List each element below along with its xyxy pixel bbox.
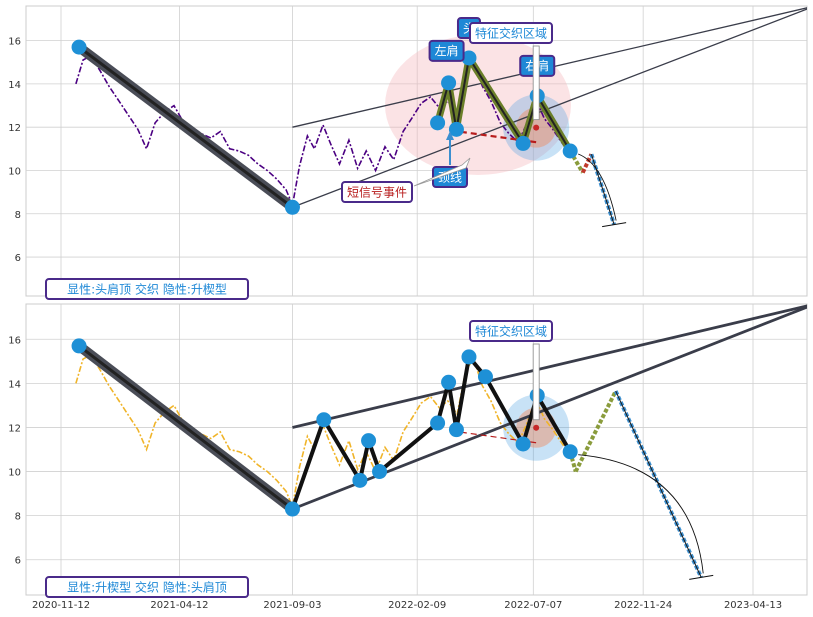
label-left-shoulder: 左肩 <box>428 39 465 62</box>
label-short-signal-box <box>341 181 413 203</box>
pattern-point <box>515 135 531 151</box>
label-left-shoulder-text: 左肩 <box>435 43 459 58</box>
pattern-point <box>361 433 377 449</box>
grid <box>26 304 807 595</box>
short-signal-pointer <box>413 157 471 187</box>
y-tick-label: 10 <box>8 468 21 479</box>
label-feature-zone: 特征交织区域 <box>469 22 553 44</box>
plot-content <box>71 304 807 580</box>
x-tick-label: 2022-07-07 <box>504 600 562 611</box>
pattern-point <box>352 472 368 488</box>
projection-leg-2 <box>573 390 618 473</box>
trend-line-2 <box>292 304 807 429</box>
y-tick-label: 8 <box>15 210 21 221</box>
projection-core <box>615 390 702 578</box>
pattern-point <box>461 50 477 66</box>
target-tick <box>689 574 714 580</box>
projection-core <box>590 154 615 225</box>
pattern-point <box>448 422 464 438</box>
pattern-point <box>316 412 332 428</box>
feature-zone-center <box>533 424 540 431</box>
x-tick-label: 2020-11-12 <box>32 600 90 611</box>
pattern-point <box>372 464 388 480</box>
plot-area <box>25 5 808 297</box>
label-feature-zone-box <box>469 320 553 342</box>
feature-pointer <box>532 343 540 421</box>
grid <box>26 6 807 296</box>
x-tick-label: 2021-04-12 <box>150 600 208 611</box>
pattern-point <box>441 374 457 390</box>
label-neckline-box <box>432 166 468 188</box>
plot-area <box>25 303 808 596</box>
pattern-point <box>515 436 531 452</box>
pattern-point <box>562 444 578 460</box>
y-tick-label: 16 <box>8 37 21 48</box>
x-tick-label: 2022-11-24 <box>614 600 672 611</box>
y-tick-label: 10 <box>8 166 21 177</box>
label-pattern-note: 显性:头肩顶 交织 隐性:升楔型 <box>45 278 249 300</box>
x-tick-label: 2023-04-13 <box>724 600 782 611</box>
y-tick-label: 12 <box>8 423 21 434</box>
pattern-point <box>430 415 446 431</box>
label-pattern-note: 显性:升楔型 交织 隐性:头肩顶 <box>45 576 249 598</box>
y-tick-label: 14 <box>8 80 21 91</box>
projection-leg-2 <box>580 153 594 174</box>
pattern-point <box>477 369 493 385</box>
pattern-point <box>71 39 87 55</box>
pattern-point <box>430 115 446 131</box>
pattern-point <box>284 501 300 517</box>
y-tick-label: 16 <box>8 335 21 346</box>
neckline-pointer-head <box>446 131 454 140</box>
pattern-point <box>461 349 477 365</box>
label-pattern-note-box <box>45 576 249 598</box>
label-short-signal-text: 短信号事件 <box>347 185 407 199</box>
top-panel: 6810121416头左肩右肩特征交织区域颈线短信号事件显性:头肩顶 交织 隐性… <box>8 5 808 300</box>
label-feature-zone-box <box>469 22 553 44</box>
x-axis: 2020-11-12 2021-04-12 2021-09-03 2022-02-09… <box>32 600 782 611</box>
y-tick-label: 6 <box>15 556 21 567</box>
y-tick-label: 14 <box>8 379 21 390</box>
label-short-signal: 短信号事件 <box>341 181 413 203</box>
pattern-point <box>448 121 464 137</box>
pattern-point <box>562 143 578 159</box>
label-pattern-note-text: 显性:头肩顶 交织 隐性:升楔型 <box>67 281 227 296</box>
x-tick-label: 2021-09-03 <box>263 600 321 611</box>
feature-pointer <box>532 45 540 121</box>
feature-zone-center <box>533 124 540 131</box>
price-line <box>75 54 571 208</box>
trend-line-1 <box>292 8 807 208</box>
label-pattern-note-box <box>45 278 249 300</box>
label-feature-zone-text: 特征交织区域 <box>475 323 547 338</box>
label-left-shoulder-box <box>428 39 465 62</box>
decline-leg <box>78 45 294 209</box>
decay-curve <box>578 454 704 574</box>
y-tick-label: 12 <box>8 123 21 134</box>
x-tick-label: 2022-02-09 <box>388 600 446 611</box>
label-feature-zone: 特征交织区域 <box>469 320 553 342</box>
pattern-point <box>284 199 300 215</box>
projection-leg-1 <box>568 149 585 174</box>
pattern-point <box>71 338 87 354</box>
y-tick-label: 6 <box>15 253 21 264</box>
decay-curve <box>578 153 617 221</box>
y-tick-label: 8 <box>15 512 21 523</box>
pattern-point <box>441 75 457 91</box>
label-feature-zone-text: 特征交织区域 <box>475 25 547 40</box>
decline-leg <box>78 344 294 511</box>
target-tick <box>602 222 627 228</box>
label-pattern-note-text: 显性:升楔型 交织 隐性:头肩顶 <box>67 579 227 594</box>
